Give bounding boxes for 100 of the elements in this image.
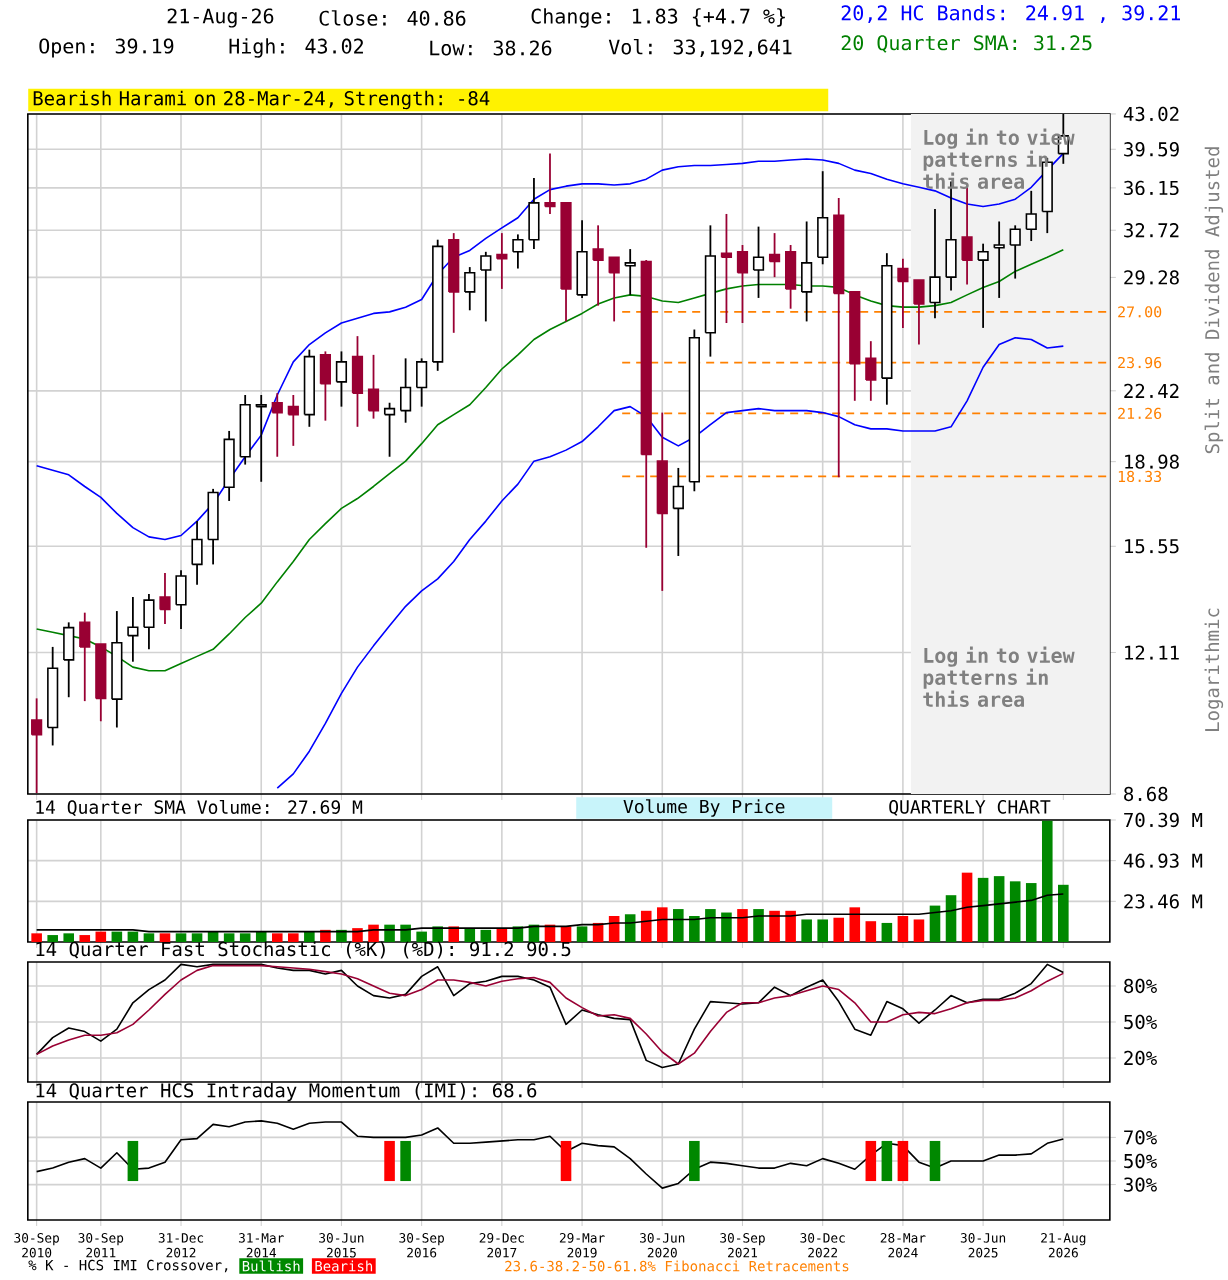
candlestick xyxy=(961,186,973,286)
bar xyxy=(223,933,235,942)
bar xyxy=(79,935,91,942)
bar xyxy=(111,931,123,942)
candlestick xyxy=(769,232,781,279)
bar xyxy=(336,929,347,942)
candlestick xyxy=(63,621,75,699)
candlestick xyxy=(817,170,829,266)
bar xyxy=(400,924,411,942)
text: Volume By Price xyxy=(623,799,785,817)
y-tick-label: 70% xyxy=(1124,1130,1157,1145)
text: 14 Quarter SMA Volume: 27.69 M xyxy=(36,799,363,817)
bar xyxy=(1026,883,1037,942)
candlestick xyxy=(191,520,203,586)
text: 20,2 HC Bands: 24.91 , 39.21 xyxy=(841,4,1181,23)
bar xyxy=(143,933,155,942)
bar xyxy=(416,931,428,942)
y-tick-label: 39.59 xyxy=(1124,142,1179,157)
text: Vol: 33,192,641 xyxy=(608,38,792,58)
bar xyxy=(1042,820,1053,942)
chart-title: 14 Quarter Fast Stochastic (%K) (%D): 91.2 90.5 xyxy=(36,941,571,959)
candlestick xyxy=(223,430,235,502)
bar xyxy=(31,933,43,942)
bar xyxy=(175,933,187,942)
y-tick-label: 36.15 xyxy=(1124,180,1179,196)
y-tick-label: 70.39 M xyxy=(1124,812,1203,828)
bar xyxy=(785,910,796,942)
y-tick-label: 29.28 xyxy=(1124,270,1179,285)
bar xyxy=(464,928,476,942)
text: 21-Aug-26 xyxy=(167,8,274,28)
candlestick xyxy=(400,357,412,424)
y-tick-label: 43.02 xyxy=(1123,106,1179,122)
candlestick xyxy=(672,467,685,557)
bar xyxy=(961,872,973,942)
candlestick xyxy=(175,569,187,630)
candlestick xyxy=(319,350,332,422)
candlestick xyxy=(753,225,765,299)
y-tick-label: 18.98 xyxy=(1125,454,1179,469)
bar xyxy=(63,933,75,942)
chart-title: Bearish Harami on 28-Mar-24, Strength: -84 xyxy=(33,90,490,110)
candlestick xyxy=(143,593,155,651)
text: Open: 39.19 xyxy=(39,38,174,58)
bar xyxy=(1058,884,1069,942)
candlestick xyxy=(207,487,219,566)
bar xyxy=(897,916,909,942)
candlestick xyxy=(785,244,797,310)
candlestick xyxy=(801,220,813,323)
bar xyxy=(673,909,684,942)
candlestick xyxy=(865,340,877,402)
candlestick xyxy=(512,233,524,270)
text: 20 Quarter SMA: 31.25 xyxy=(841,35,1092,53)
candlestick xyxy=(720,213,733,324)
bar xyxy=(352,928,363,942)
bar xyxy=(769,910,780,942)
bar xyxy=(705,909,716,942)
bar xyxy=(207,931,219,942)
bar xyxy=(881,922,893,942)
candlestick xyxy=(416,357,428,408)
bar xyxy=(849,907,861,942)
bar xyxy=(1009,881,1021,942)
y-tick-label: 80% xyxy=(1124,978,1157,994)
candlestick xyxy=(544,152,556,215)
bar xyxy=(641,910,652,942)
candlestick xyxy=(913,279,925,346)
chart-title: 14 Quarter HCS Intraday Momentum (IMI): 68.6 xyxy=(36,1082,537,1102)
candlestick xyxy=(79,611,91,703)
candlestick xyxy=(287,394,300,447)
y-tick-label: 50% xyxy=(1124,1153,1157,1169)
bar xyxy=(159,933,171,942)
candlestick xyxy=(929,208,941,320)
text: QUARTERLY CHART xyxy=(889,800,1051,816)
candlestick xyxy=(993,220,1005,299)
y-tick-label: 8.68 xyxy=(1124,786,1168,802)
bar xyxy=(47,935,59,942)
candlestick xyxy=(576,219,588,299)
bar xyxy=(256,931,267,942)
candlestick xyxy=(127,596,139,663)
bar xyxy=(127,931,139,942)
candlestick xyxy=(351,335,364,428)
bar xyxy=(272,933,283,942)
candlestick xyxy=(480,250,492,323)
bar xyxy=(945,895,957,942)
text: Low: 38.26 xyxy=(430,40,552,56)
candlestick xyxy=(464,266,476,312)
bar xyxy=(239,933,251,942)
annotation: Log in to view patterns in this area xyxy=(923,646,1075,707)
bar xyxy=(576,926,588,942)
candlestick xyxy=(159,572,171,625)
candlestick xyxy=(496,232,508,290)
candlestick xyxy=(977,242,989,329)
candlestick xyxy=(1025,189,1037,242)
candlestick xyxy=(624,248,636,296)
text: High: 43.02 xyxy=(229,38,364,58)
candlestick xyxy=(608,256,620,323)
bar xyxy=(304,931,315,942)
bar xyxy=(657,907,668,942)
y-tick-label: 46.93 M xyxy=(1123,853,1203,868)
bar xyxy=(817,919,829,942)
bar xyxy=(833,917,845,942)
y-tick-label: 50% xyxy=(1124,1014,1157,1030)
